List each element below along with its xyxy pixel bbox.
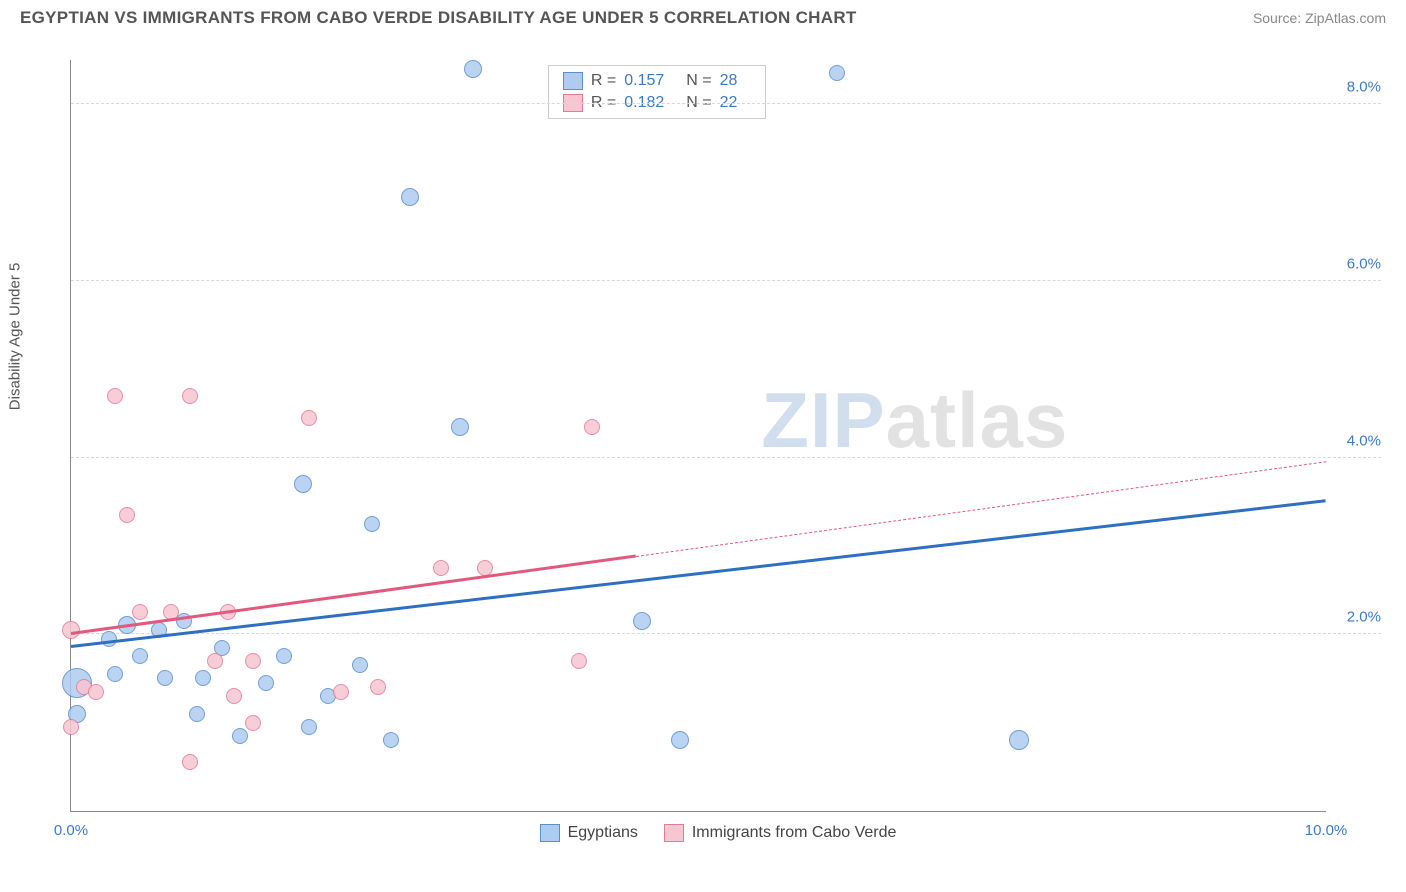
scatter-point — [301, 410, 317, 426]
gridline — [71, 457, 1381, 458]
legend-swatch-0 — [540, 824, 560, 842]
y-axis-label: Disability Age Under 5 — [7, 263, 24, 411]
scatter-point — [245, 653, 261, 669]
scatter-point — [571, 653, 587, 669]
scatter-point — [333, 684, 349, 700]
legend-item-1: Immigrants from Cabo Verde — [664, 824, 897, 842]
n-label-0: N = — [686, 72, 711, 90]
scatter-point — [182, 388, 198, 404]
legend-label-0: Egyptians — [568, 824, 638, 842]
scatter-point — [207, 653, 223, 669]
scatter-point — [364, 516, 380, 532]
chart-header: EGYPTIAN VS IMMIGRANTS FROM CABO VERDE D… — [0, 0, 1406, 34]
scatter-point — [107, 388, 123, 404]
scatter-point — [189, 706, 205, 722]
gridline — [71, 633, 1381, 634]
chart-container: Disability Age Under 5 ZIPatlas R = 0.15… — [50, 40, 1386, 852]
scatter-point — [245, 715, 261, 731]
gridline — [71, 280, 1381, 281]
scatter-point — [1009, 730, 1029, 750]
gridline — [71, 103, 1381, 104]
legend-swatch-1 — [664, 824, 684, 842]
swatch-series-0 — [563, 72, 583, 90]
scatter-point — [62, 621, 80, 639]
watermark: ZIPatlas — [761, 375, 1068, 466]
scatter-point — [433, 560, 449, 576]
scatter-point — [226, 688, 242, 704]
chart-title: EGYPTIAN VS IMMIGRANTS FROM CABO VERDE D… — [20, 8, 857, 28]
scatter-point — [182, 754, 198, 770]
plot-area: ZIPatlas R = 0.157 N = 28 R = 0.182 N = … — [70, 60, 1326, 812]
scatter-point — [232, 728, 248, 744]
n-value-0: 28 — [720, 72, 738, 90]
stats-row-series-0: R = 0.157 N = 28 — [563, 70, 752, 92]
scatter-point — [633, 612, 651, 630]
watermark-zip: ZIP — [761, 376, 885, 464]
scatter-point — [451, 418, 469, 436]
legend: Egyptians Immigrants from Cabo Verde — [50, 824, 1386, 842]
scatter-point — [276, 648, 292, 664]
trend-line — [71, 499, 1326, 647]
scatter-point — [401, 188, 419, 206]
correlation-stats-box: R = 0.157 N = 28 R = 0.182 N = 22 — [548, 65, 767, 119]
scatter-point — [294, 475, 312, 493]
scatter-point — [370, 679, 386, 695]
trend-line — [636, 461, 1326, 557]
scatter-point — [584, 419, 600, 435]
scatter-point — [352, 657, 368, 673]
scatter-point — [464, 60, 482, 78]
scatter-point — [132, 604, 148, 620]
r-value-0: 0.157 — [624, 72, 664, 90]
scatter-point — [88, 684, 104, 700]
y-tick-label: 6.0% — [1339, 255, 1381, 272]
source-prefix: Source: — [1253, 10, 1305, 26]
trend-line — [71, 554, 636, 634]
legend-item-0: Egyptians — [540, 824, 638, 842]
scatter-point — [383, 732, 399, 748]
scatter-point — [101, 631, 117, 647]
scatter-point — [195, 670, 211, 686]
scatter-point — [63, 719, 79, 735]
scatter-point — [157, 670, 173, 686]
source-name: ZipAtlas.com — [1305, 10, 1386, 26]
y-tick-label: 4.0% — [1339, 432, 1381, 449]
scatter-point — [301, 719, 317, 735]
y-tick-label: 8.0% — [1339, 79, 1381, 96]
scatter-point — [829, 65, 845, 81]
legend-label-1: Immigrants from Cabo Verde — [692, 824, 897, 842]
scatter-point — [258, 675, 274, 691]
scatter-point — [132, 648, 148, 664]
scatter-point — [107, 666, 123, 682]
y-tick-label: 2.0% — [1339, 609, 1381, 626]
source-attribution: Source: ZipAtlas.com — [1253, 10, 1386, 26]
scatter-point — [671, 731, 689, 749]
watermark-atlas: atlas — [886, 376, 1069, 464]
r-label-0: R = — [591, 72, 616, 90]
scatter-point — [119, 507, 135, 523]
